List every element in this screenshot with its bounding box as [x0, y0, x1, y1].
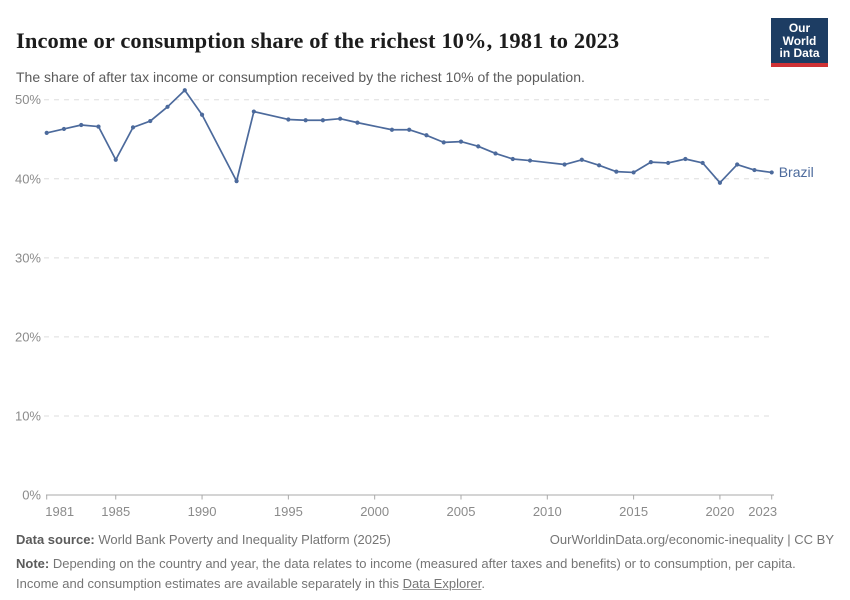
data-point[interactable]: [338, 116, 343, 121]
x-tick-label: 1981: [45, 504, 74, 519]
data-point[interactable]: [769, 170, 774, 175]
y-tick-label: 0%: [22, 488, 41, 503]
note-period: .: [481, 575, 485, 591]
y-tick-label: 20%: [15, 329, 41, 344]
data-point[interactable]: [286, 117, 291, 122]
data-point[interactable]: [614, 169, 619, 174]
data-point[interactable]: [61, 126, 67, 132]
data-point[interactable]: [424, 133, 429, 138]
x-tick-label: 1990: [188, 504, 217, 519]
data-point[interactable]: [527, 158, 533, 163]
data-point[interactable]: [199, 112, 205, 117]
owid-logo-line2: in Data: [779, 46, 820, 60]
data-point[interactable]: [355, 120, 360, 125]
data-source-text: World Bank Poverty and Inequality Platfo…: [94, 532, 391, 547]
data-point[interactable]: [79, 122, 84, 128]
data-point[interactable]: [182, 88, 187, 93]
x-tick-label: 2000: [360, 504, 389, 519]
series-end-label[interactable]: Brazil: [779, 164, 814, 180]
x-tick-label: 2020: [705, 504, 734, 519]
y-tick-label: 50%: [15, 92, 41, 107]
chart-footer: Data source: World Bank Poverty and Ineq…: [16, 532, 834, 593]
license-link[interactable]: OurWorldinData.org/economic-inequality |…: [549, 532, 834, 547]
data-point[interactable]: [458, 139, 464, 144]
y-tick-label: 40%: [15, 171, 41, 186]
data-point[interactable]: [562, 162, 567, 167]
data-point[interactable]: [735, 162, 740, 167]
data-point[interactable]: [113, 157, 118, 162]
data-line[interactable]: [45, 89, 773, 184]
data-point[interactable]: [303, 118, 308, 123]
data-point[interactable]: [320, 118, 325, 123]
data-point[interactable]: [251, 109, 256, 114]
x-tick-label: 2023: [748, 504, 777, 519]
data-point[interactable]: [441, 140, 446, 145]
chart-note: Note: Depending on the country and year,…: [16, 554, 834, 593]
chart-subtitle: The share of after tax income or consump…: [16, 69, 585, 85]
data-point[interactable]: [234, 179, 239, 184]
x-tick-label: 2015: [619, 504, 648, 519]
data-point[interactable]: [407, 127, 412, 132]
data-point[interactable]: [389, 127, 395, 132]
chart-title: Income or consumption share of the riche…: [16, 28, 620, 54]
data-point[interactable]: [130, 125, 136, 130]
data-point[interactable]: [579, 157, 584, 162]
data-source-label: Data source:: [16, 532, 95, 547]
data-point[interactable]: [683, 156, 688, 162]
line-chart: 0% 10% 20% 30% 40% 50% 1981 1985 1990 1995 2000 200…: [15, 88, 814, 519]
data-point[interactable]: [510, 156, 515, 162]
data-point[interactable]: [700, 160, 705, 166]
data-point[interactable]: [493, 151, 498, 156]
data-point[interactable]: [96, 124, 101, 129]
data-point[interactable]: [44, 130, 49, 136]
data-source: Data source: World Bank Poverty and Ineq…: [16, 532, 391, 547]
data-point[interactable]: [165, 104, 170, 109]
y-tick-label: 30%: [15, 250, 41, 265]
data-point[interactable]: [596, 163, 602, 168]
owid-logo: Our World in Data: [771, 18, 828, 67]
data-point[interactable]: [752, 167, 757, 173]
x-tick-label: 1985: [101, 504, 130, 519]
data-point[interactable]: [648, 160, 653, 165]
data-point[interactable]: [631, 170, 636, 175]
y-tick-label: 10%: [15, 408, 41, 423]
data-explorer-link[interactable]: Data Explorer: [402, 575, 482, 591]
data-point[interactable]: [666, 160, 671, 166]
x-tick-label: 2005: [447, 504, 476, 519]
data-point[interactable]: [148, 118, 153, 124]
x-tick-label: 1995: [274, 504, 303, 519]
owid-logo-line1: Our World: [782, 21, 817, 48]
note-text: Depending on the country and year, the d…: [16, 556, 796, 591]
note-label: Note:: [16, 556, 50, 571]
data-point[interactable]: [717, 180, 723, 185]
x-tick-label: 2010: [533, 504, 562, 519]
data-point[interactable]: [476, 144, 481, 149]
